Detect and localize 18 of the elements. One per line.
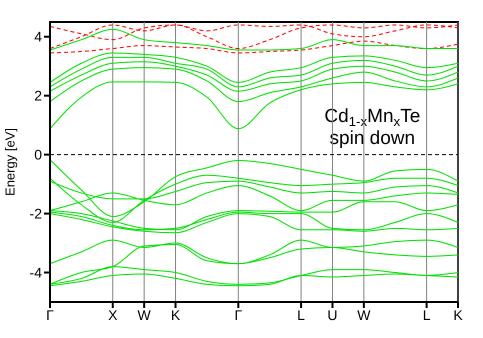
x-tick-label: W bbox=[357, 306, 372, 323]
y-tick-label: 0 bbox=[34, 146, 42, 163]
x-tick-label: K bbox=[170, 306, 181, 323]
y-axis-title: Energy [eV] bbox=[2, 128, 18, 196]
x-tick-label: X bbox=[108, 306, 118, 323]
x-tick-label: L bbox=[297, 306, 306, 323]
annotation: Cd$_{1-x}$Mn$_{x}$Te bbox=[324, 106, 420, 129]
y-tick-label: -2 bbox=[30, 206, 42, 222]
y-tick-label: 4 bbox=[34, 28, 42, 45]
x-tick-label: Γ bbox=[234, 306, 242, 323]
y-tick-label: 2 bbox=[34, 88, 42, 104]
x-tick-label: L bbox=[422, 306, 431, 323]
x-tick-label: K bbox=[453, 306, 464, 323]
y-tick-label: -4 bbox=[30, 264, 42, 280]
x-tick-label: W bbox=[138, 306, 152, 323]
annotation: spin down bbox=[330, 128, 416, 149]
x-tick-label: Γ bbox=[46, 306, 54, 323]
x-tick-label: U bbox=[327, 306, 338, 323]
